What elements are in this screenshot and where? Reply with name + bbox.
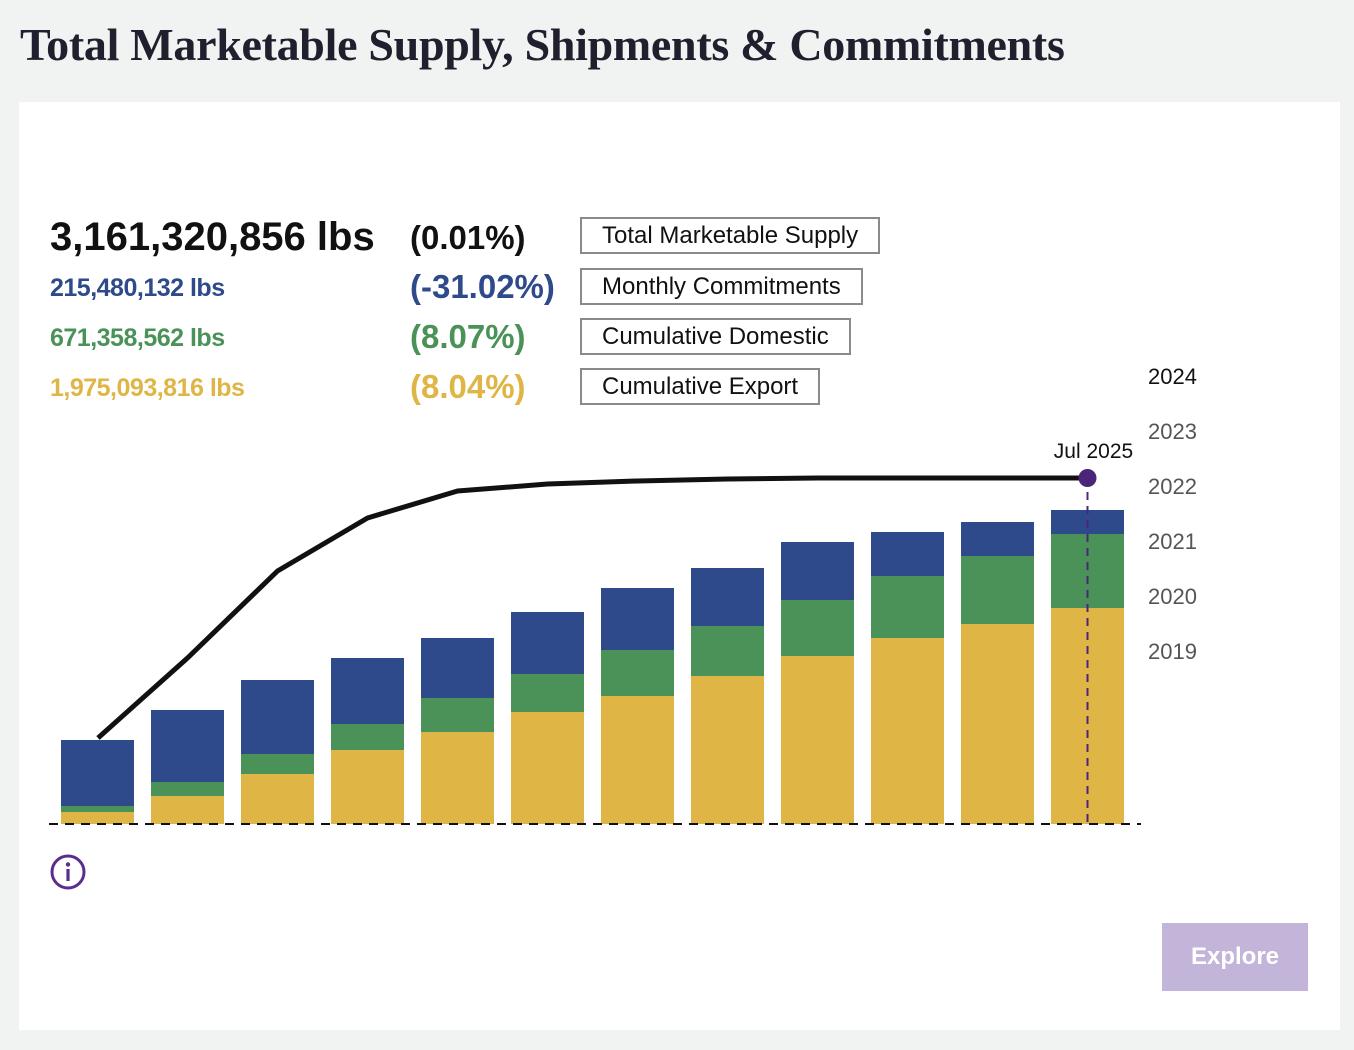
- legend-cumulative-domestic[interactable]: Cumulative Domestic: [580, 318, 851, 355]
- bar-segment-commitments[interactable]: [151, 710, 224, 782]
- year-option-2019[interactable]: 2019: [1148, 639, 1197, 664]
- bar-segment-domestic[interactable]: [691, 626, 764, 676]
- bar-segment-commitments[interactable]: [601, 588, 674, 650]
- year-option-2021[interactable]: 2021: [1148, 529, 1197, 554]
- bar-segment-domestic[interactable]: [61, 806, 134, 812]
- bar-segment-domestic[interactable]: [781, 600, 854, 656]
- year-option-2022[interactable]: 2022: [1148, 474, 1197, 499]
- bar-segment-export[interactable]: [601, 696, 674, 824]
- domestic-value: 671,358,562 lbs: [50, 324, 225, 352]
- export-value: 1,975,093,816 lbs: [50, 374, 245, 402]
- year-option-2023[interactable]: 2023: [1148, 419, 1197, 444]
- bar-segment-export[interactable]: [151, 796, 224, 824]
- commitments-value: 215,480,132 lbs: [50, 274, 225, 302]
- bar-segment-domestic[interactable]: [601, 650, 674, 696]
- bar-segment-export[interactable]: [961, 624, 1034, 824]
- bar-segment-domestic[interactable]: [421, 698, 494, 732]
- export-change: (8.04%): [410, 368, 526, 405]
- current-month-label: Jul 2025: [1054, 440, 1133, 463]
- bar-segment-commitments[interactable]: [871, 532, 944, 576]
- year-option-2020[interactable]: 2020: [1148, 584, 1197, 609]
- legend-monthly-commitments[interactable]: Monthly Commitments: [580, 268, 863, 305]
- supply-line: [96, 475, 1088, 740]
- explore-button[interactable]: Explore: [1162, 923, 1308, 991]
- bar-segment-export[interactable]: [61, 812, 134, 824]
- page-title: Total Marketable Supply, Shipments & Com…: [20, 19, 1065, 70]
- bar-segment-export[interactable]: [511, 712, 584, 824]
- commitments-change: (-31.02%): [410, 268, 555, 305]
- info-icon[interactable]: [50, 854, 86, 890]
- current-month-marker-dot[interactable]: [1078, 469, 1097, 487]
- bar-segment-domestic[interactable]: [961, 556, 1034, 624]
- bar-segment-commitments[interactable]: [61, 740, 134, 806]
- bar-segment-commitments[interactable]: [511, 612, 584, 674]
- chart-card: 3,161,320,856 lbs (0.01%) 215,480,132 lb…: [19, 102, 1340, 1030]
- total-supply-change: (0.01%): [410, 219, 526, 256]
- bar-segment-export[interactable]: [691, 676, 764, 824]
- bar-segment-domestic[interactable]: [241, 754, 314, 774]
- bar-segment-export[interactable]: [421, 732, 494, 824]
- legend-cumulative-export[interactable]: Cumulative Export: [580, 368, 821, 405]
- domestic-change: (8.07%): [410, 318, 526, 355]
- bar-segment-export[interactable]: [781, 656, 854, 824]
- total-supply-value: 3,161,320,856 lbs: [50, 215, 375, 259]
- bar-segment-export[interactable]: [331, 750, 404, 824]
- legend-total-supply[interactable]: Total Marketable Supply: [580, 217, 881, 254]
- bar-segment-commitments[interactable]: [781, 542, 854, 600]
- bar-segment-commitments[interactable]: [421, 638, 494, 698]
- bar-segment-domestic[interactable]: [871, 576, 944, 638]
- bar-segment-commitments[interactable]: [691, 568, 764, 626]
- bar-segment-commitments[interactable]: [961, 522, 1034, 556]
- bar-segment-commitments[interactable]: [331, 658, 404, 724]
- bar-segment-domestic[interactable]: [151, 782, 224, 796]
- bar-segment-commitments[interactable]: [241, 680, 314, 754]
- bar-segment-domestic[interactable]: [511, 674, 584, 712]
- bar-segment-export[interactable]: [241, 774, 314, 824]
- year-option-2024[interactable]: 2024: [1148, 364, 1197, 389]
- bar-segment-export[interactable]: [871, 638, 944, 824]
- chart-plot: Jul 2025 2024 2023 2022 2021 2020 2019: [49, 364, 1197, 825]
- bar-segment-domestic[interactable]: [331, 724, 404, 750]
